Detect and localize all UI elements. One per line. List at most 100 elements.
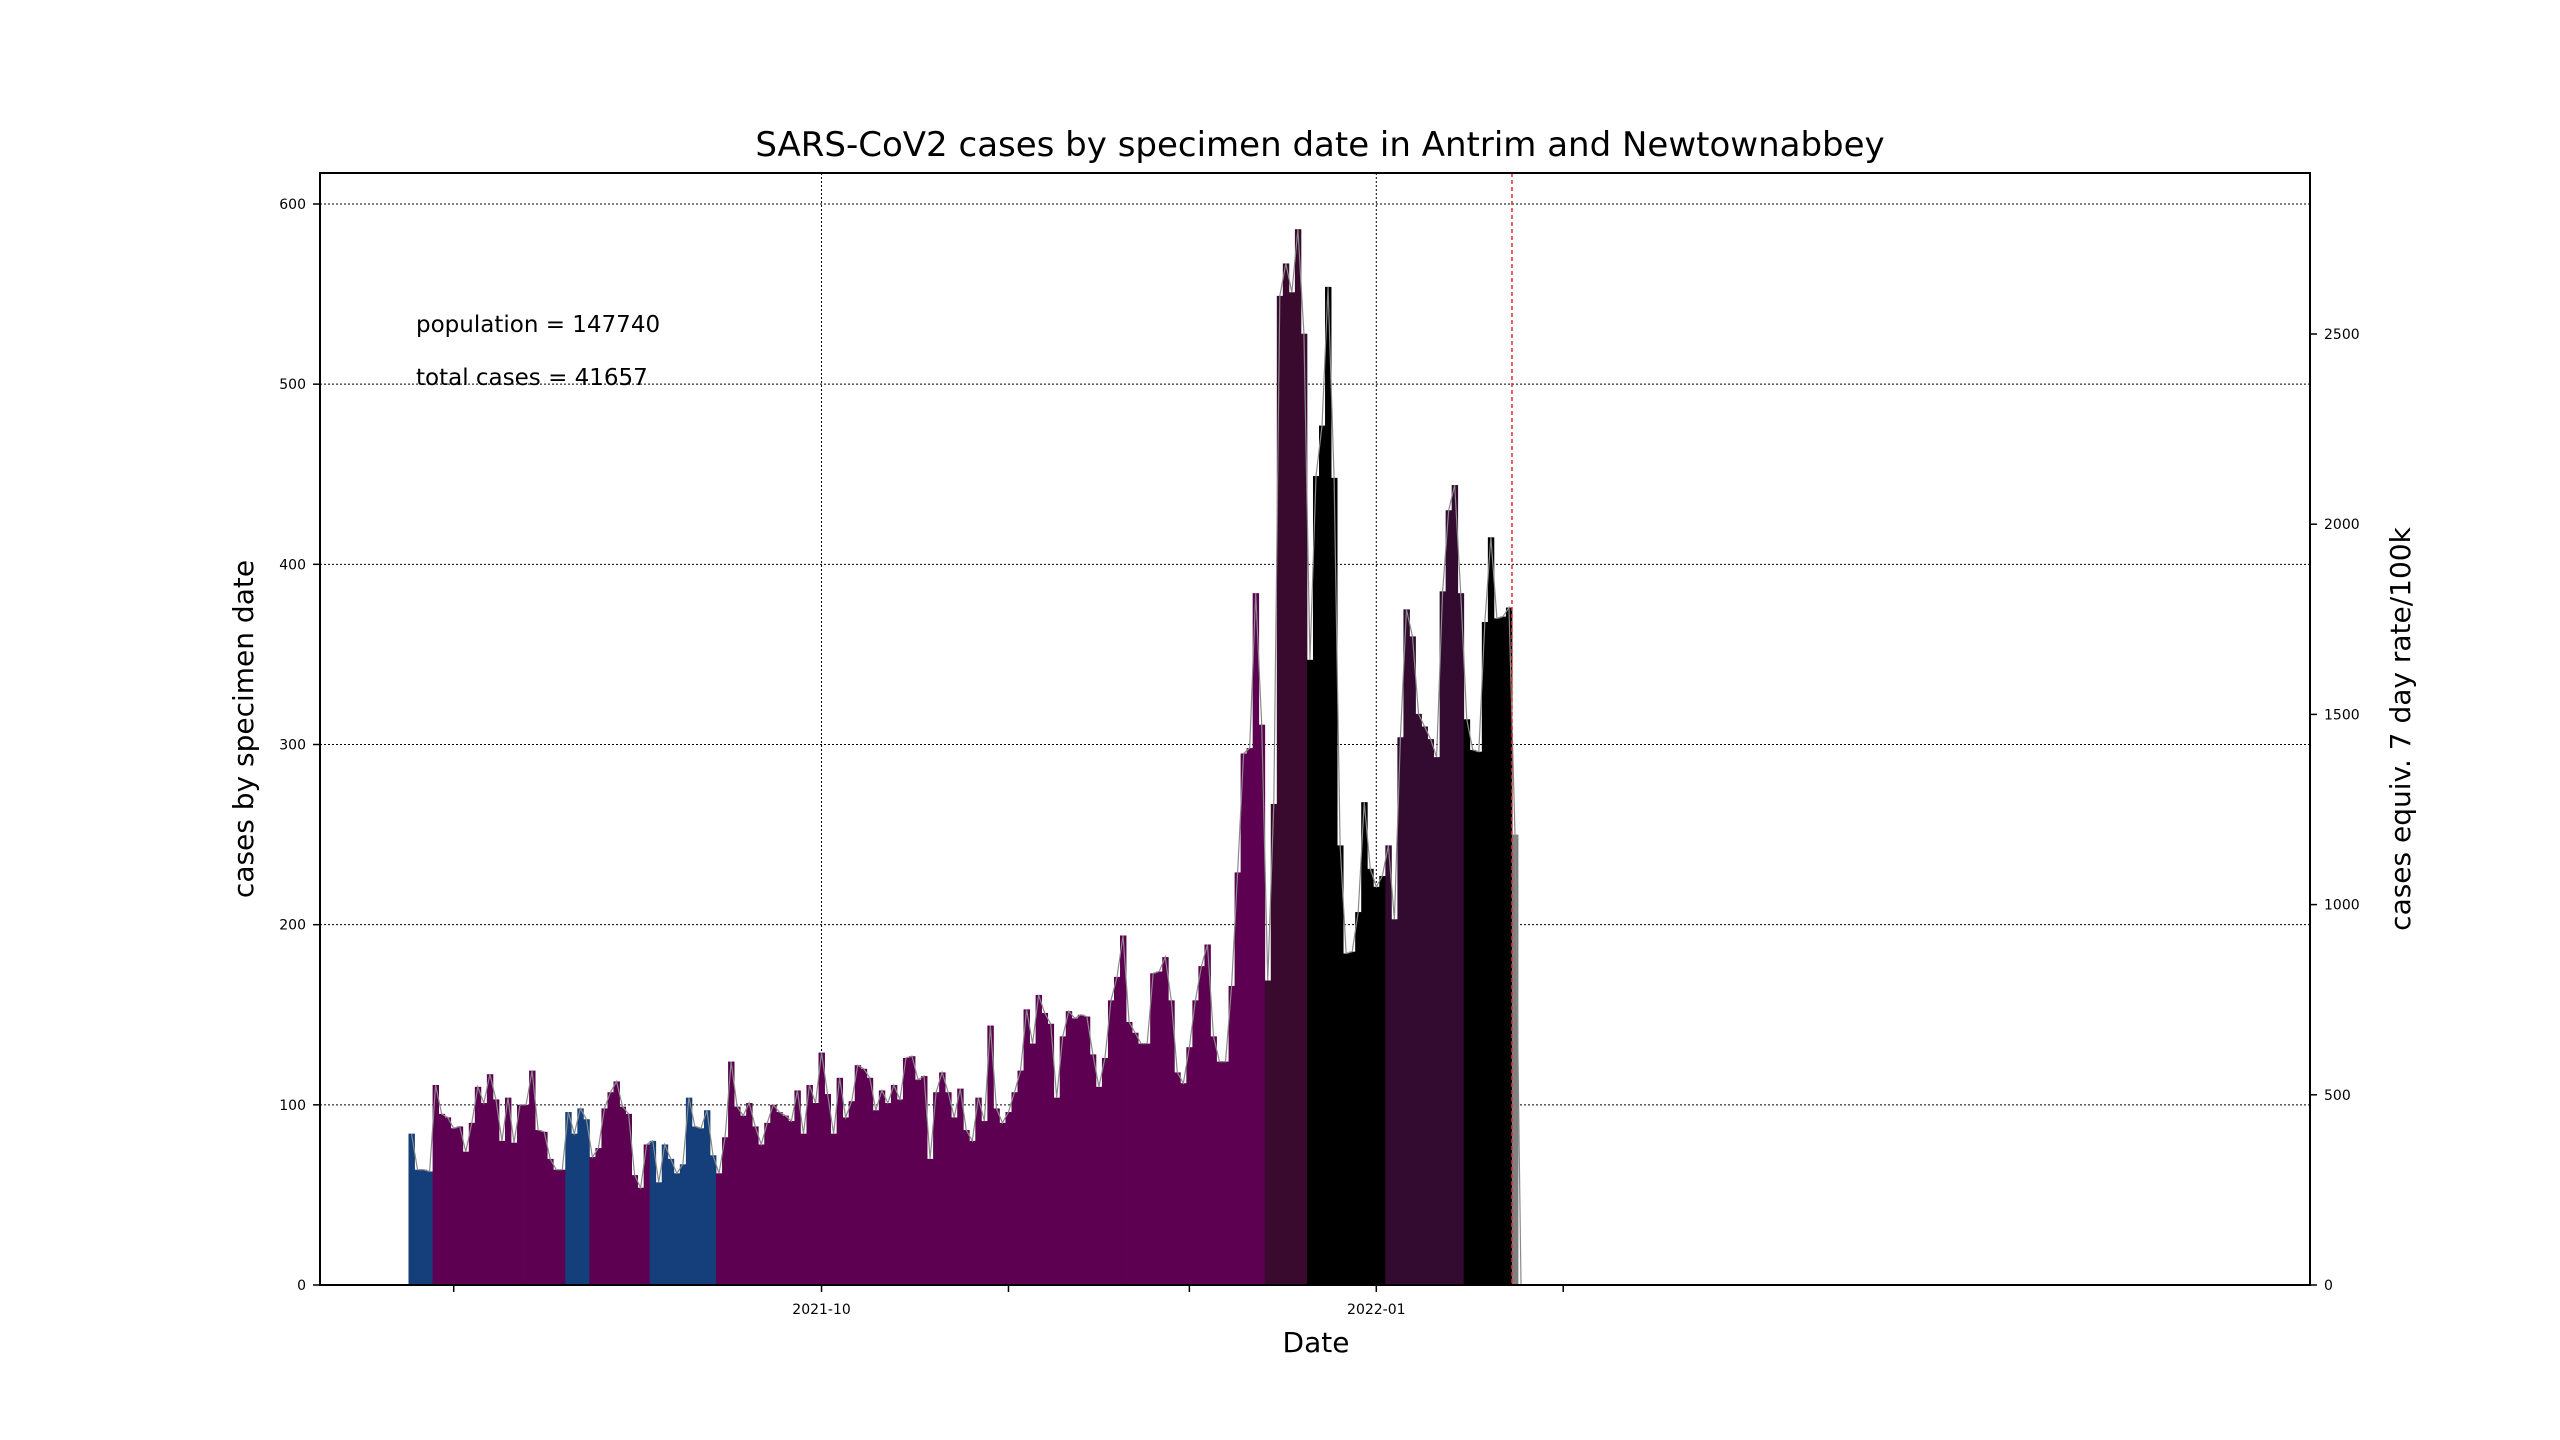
bar: [607, 1092, 613, 1285]
bar: [843, 1117, 849, 1285]
y-tick-label: 200: [279, 918, 306, 934]
bar: [788, 1121, 794, 1285]
bar: [1476, 752, 1482, 1285]
bar: [939, 1072, 945, 1285]
bar: [1132, 1033, 1138, 1285]
bar: [1488, 537, 1494, 1285]
bar: [831, 1134, 837, 1285]
y-tick-label: 300: [279, 738, 306, 754]
bar: [505, 1098, 511, 1285]
bar: [1367, 869, 1373, 1285]
y-right-tick-label: 1500: [2324, 707, 2360, 723]
bar: [819, 1053, 825, 1285]
bar: [1011, 1092, 1017, 1285]
bar: [885, 1103, 891, 1285]
bar: [806, 1085, 812, 1285]
bar: [722, 1137, 728, 1285]
y-right-tick-label: 2000: [2324, 517, 2360, 533]
bar: [553, 1170, 559, 1285]
bar: [1428, 739, 1434, 1285]
bar: [1229, 986, 1235, 1285]
bar: [1217, 1062, 1223, 1285]
bar: [1373, 887, 1379, 1285]
bar: [493, 1099, 499, 1285]
bar: [1283, 263, 1289, 1285]
bar: [927, 1159, 933, 1285]
bar: [583, 1119, 589, 1285]
bar: [1210, 1036, 1216, 1285]
bar: [499, 1141, 505, 1285]
bar: [746, 1103, 752, 1285]
bar: [463, 1152, 469, 1285]
bar: [1042, 1013, 1048, 1285]
bar: [1198, 966, 1204, 1285]
bar: [800, 1134, 806, 1285]
bar: [523, 1105, 529, 1285]
bar: [1072, 1018, 1078, 1285]
bar: [855, 1065, 861, 1285]
bar: [1090, 1054, 1096, 1285]
bar: [716, 1173, 722, 1285]
bar: [1108, 1000, 1114, 1285]
bar: [427, 1171, 433, 1285]
bar: [1204, 944, 1210, 1285]
bar: [589, 1157, 595, 1285]
bar: [650, 1141, 656, 1285]
bar: [1192, 1000, 1198, 1285]
bar: [1319, 426, 1325, 1285]
bar: [662, 1144, 668, 1285]
bar: [1415, 714, 1421, 1285]
bar: [740, 1116, 746, 1285]
bar: [475, 1087, 481, 1285]
bar: [758, 1144, 764, 1285]
bar: [1337, 845, 1343, 1285]
bar: [1361, 802, 1367, 1285]
bar: [1325, 287, 1331, 1285]
bar: [825, 1094, 831, 1285]
bar: [1464, 719, 1470, 1285]
bar: [1018, 1071, 1024, 1285]
bar: [782, 1116, 788, 1285]
bar: [1060, 1036, 1066, 1285]
y-tick-label: 100: [279, 1098, 306, 1114]
bar: [1114, 977, 1120, 1285]
bar: [1434, 757, 1440, 1285]
bar: [1174, 1072, 1180, 1285]
bar: [529, 1071, 535, 1285]
bar: [1024, 1009, 1030, 1285]
bar: [1253, 593, 1259, 1285]
bar: [1500, 617, 1506, 1285]
bar: [1138, 1044, 1144, 1285]
bar: [1385, 845, 1391, 1285]
bar: [945, 1092, 951, 1285]
bar: [1403, 609, 1409, 1285]
bar: [469, 1123, 475, 1285]
bar: [595, 1148, 601, 1285]
bar: [1102, 1058, 1108, 1285]
bar: [1084, 1017, 1090, 1285]
bar: [951, 1117, 957, 1285]
bar: [577, 1108, 583, 1285]
bar: [776, 1112, 782, 1285]
bar: [915, 1080, 921, 1285]
y-right-tick-label: 2500: [2324, 327, 2360, 343]
bar: [837, 1078, 843, 1285]
bar: [1289, 292, 1295, 1285]
population-annotation: population = 147740: [416, 312, 660, 338]
bar: [1422, 726, 1428, 1285]
bar: [1446, 510, 1452, 1285]
bar: [547, 1159, 553, 1285]
y-tick-label: 400: [279, 557, 306, 573]
bar: [879, 1090, 885, 1285]
bar: [770, 1105, 776, 1285]
bar: [999, 1123, 1005, 1285]
bar: [638, 1188, 644, 1285]
bar: [565, 1112, 571, 1285]
bar: [1307, 660, 1313, 1285]
bar: [1168, 1000, 1174, 1285]
bar: [656, 1182, 662, 1285]
bar: [1265, 981, 1271, 1285]
bar: [1343, 953, 1349, 1285]
bar: [969, 1141, 975, 1285]
bar: [668, 1159, 674, 1285]
